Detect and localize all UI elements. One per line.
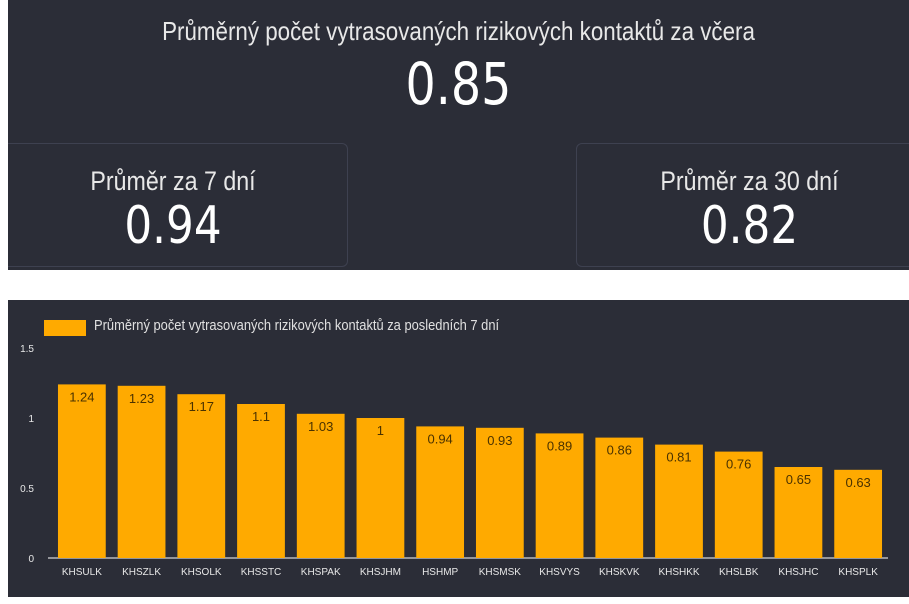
x-tick-label: HSHMP: [422, 567, 458, 578]
bar-data-label: 1: [377, 423, 384, 438]
bar: [655, 444, 703, 558]
average-7-days-card: Průměr za 7 dní 0.94: [8, 143, 348, 267]
x-tick-label: KHSKVK: [599, 567, 640, 578]
x-tick-label: KHSVYS: [539, 567, 580, 578]
bar-data-label: 1.23: [129, 391, 154, 406]
average-30-days-label: Průměr za 30 dní: [660, 166, 839, 196]
bar-data-label: 0.76: [726, 457, 751, 472]
bar-data-label: 0.65: [786, 472, 811, 487]
bar-data-label: 0.94: [427, 431, 452, 446]
bar: [595, 437, 644, 558]
bar-data-label: 1.1: [252, 409, 270, 424]
bar-chart: 0 0.5 1 1.5 1.24 KHSULK 1.23 KHSZLK 1.17 KHSOLK 1.…: [20, 344, 888, 578]
bar-data-label: 1.24: [69, 389, 94, 404]
bar-data-label: 0.93: [487, 433, 512, 448]
bar: [535, 433, 584, 558]
y-tick-label: 0.5: [20, 484, 34, 495]
bar: [834, 469, 883, 558]
bar: [356, 418, 405, 558]
x-tick-label: KHSSTC: [241, 567, 282, 578]
average-7-days-value: 0.94: [124, 196, 222, 256]
bar: [296, 413, 345, 558]
bar-data-label: 1.17: [189, 399, 214, 414]
headline-value: 0.85: [405, 50, 512, 118]
y-tick-label: 0: [28, 554, 34, 565]
average-7-days-label: Průměr za 7 dní: [90, 166, 256, 196]
x-tick-label: KHSPLK: [838, 567, 878, 578]
average-30-days-value: 0.82: [700, 196, 799, 256]
bar-data-label: 0.81: [666, 450, 691, 465]
x-tick-label: KHSLBK: [719, 567, 759, 578]
average-30-days-card: Průměr za 30 dní 0.82: [576, 143, 909, 267]
bar-data-label: 0.89: [547, 438, 572, 453]
x-tick-label: KHSOLK: [181, 567, 222, 578]
bar: [177, 394, 226, 558]
legend-swatch: [44, 320, 86, 336]
bar: [117, 385, 166, 558]
y-tick-label: 1.5: [20, 344, 34, 355]
bar: [774, 467, 823, 558]
headline-title: Průměrný počet vytrasovaných rizikových …: [162, 16, 755, 46]
x-tick-label: KHSPAK: [301, 567, 341, 578]
bar: [416, 426, 465, 558]
x-tick-label: KHSJHM: [360, 567, 401, 578]
x-tick-label: KHSULK: [62, 567, 102, 578]
bar: [237, 404, 285, 558]
x-tick-label: KHSJHC: [778, 567, 818, 578]
bar: [57, 384, 106, 558]
bar-data-label: 0.86: [607, 443, 632, 458]
bar: [714, 451, 763, 558]
bar: [475, 427, 524, 558]
bar-data-label: 0.63: [845, 475, 870, 490]
legend-label: Průměrný počet vytrasovaných rizikových …: [94, 317, 500, 334]
x-tick-label: KHSHKK: [658, 567, 699, 578]
y-tick-label: 1: [28, 414, 34, 425]
x-tick-label: KHSZLK: [122, 567, 161, 578]
bar-data-label: 1.03: [308, 419, 333, 434]
x-tick-label: KHSMSK: [479, 567, 522, 578]
bar-chart-panel: Průměrný počet vytrasovaných rizikových …: [8, 300, 909, 597]
summary-panel: Průměrný počet vytrasovaných rizikových …: [8, 0, 909, 270]
